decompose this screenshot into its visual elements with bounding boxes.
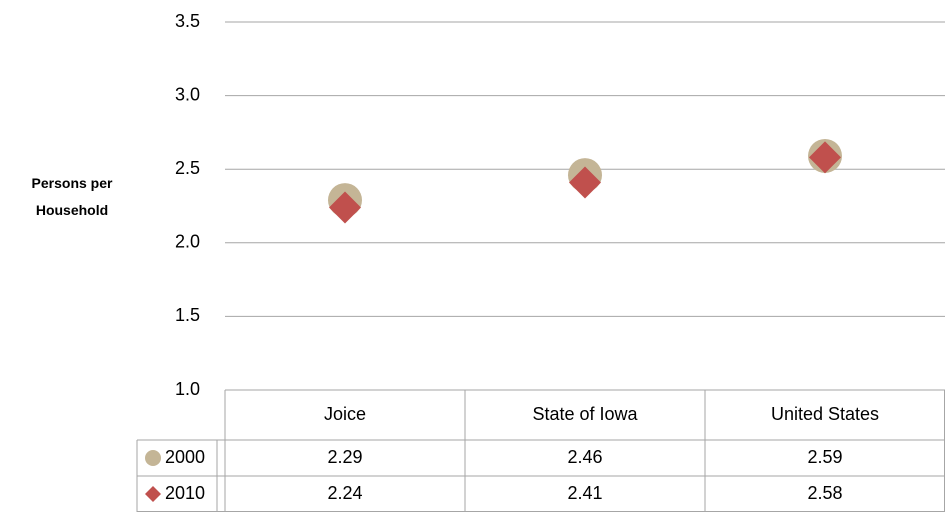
y-tick-label: 1.0 bbox=[175, 379, 200, 399]
y-tick-label: 3.0 bbox=[175, 84, 200, 104]
x-tick-label: Joice bbox=[324, 404, 366, 424]
x-tick-label: State of Iowa bbox=[532, 404, 638, 424]
table-value: 2.29 bbox=[327, 447, 362, 467]
y-tick-label: 1.5 bbox=[175, 305, 200, 325]
data-point bbox=[329, 191, 361, 224]
legend-marker bbox=[145, 486, 161, 502]
y-tick-label: 2.0 bbox=[175, 232, 200, 252]
table-value: 2.59 bbox=[807, 447, 842, 467]
legend-label: 2010 bbox=[165, 483, 205, 503]
data-point bbox=[809, 141, 841, 174]
table-value: 2.41 bbox=[567, 483, 602, 503]
table-value: 2.24 bbox=[327, 483, 362, 503]
x-tick-label: United States bbox=[771, 404, 879, 424]
y-tick-label: 2.5 bbox=[175, 158, 200, 178]
data-point bbox=[569, 166, 601, 199]
y-tick-label: 3.5 bbox=[175, 11, 200, 31]
table-value: 2.58 bbox=[807, 483, 842, 503]
legend-marker bbox=[145, 450, 161, 466]
y-axis-label: Persons per Household bbox=[31, 175, 113, 218]
legend-label: 2000 bbox=[165, 447, 205, 467]
table-value: 2.46 bbox=[567, 447, 602, 467]
